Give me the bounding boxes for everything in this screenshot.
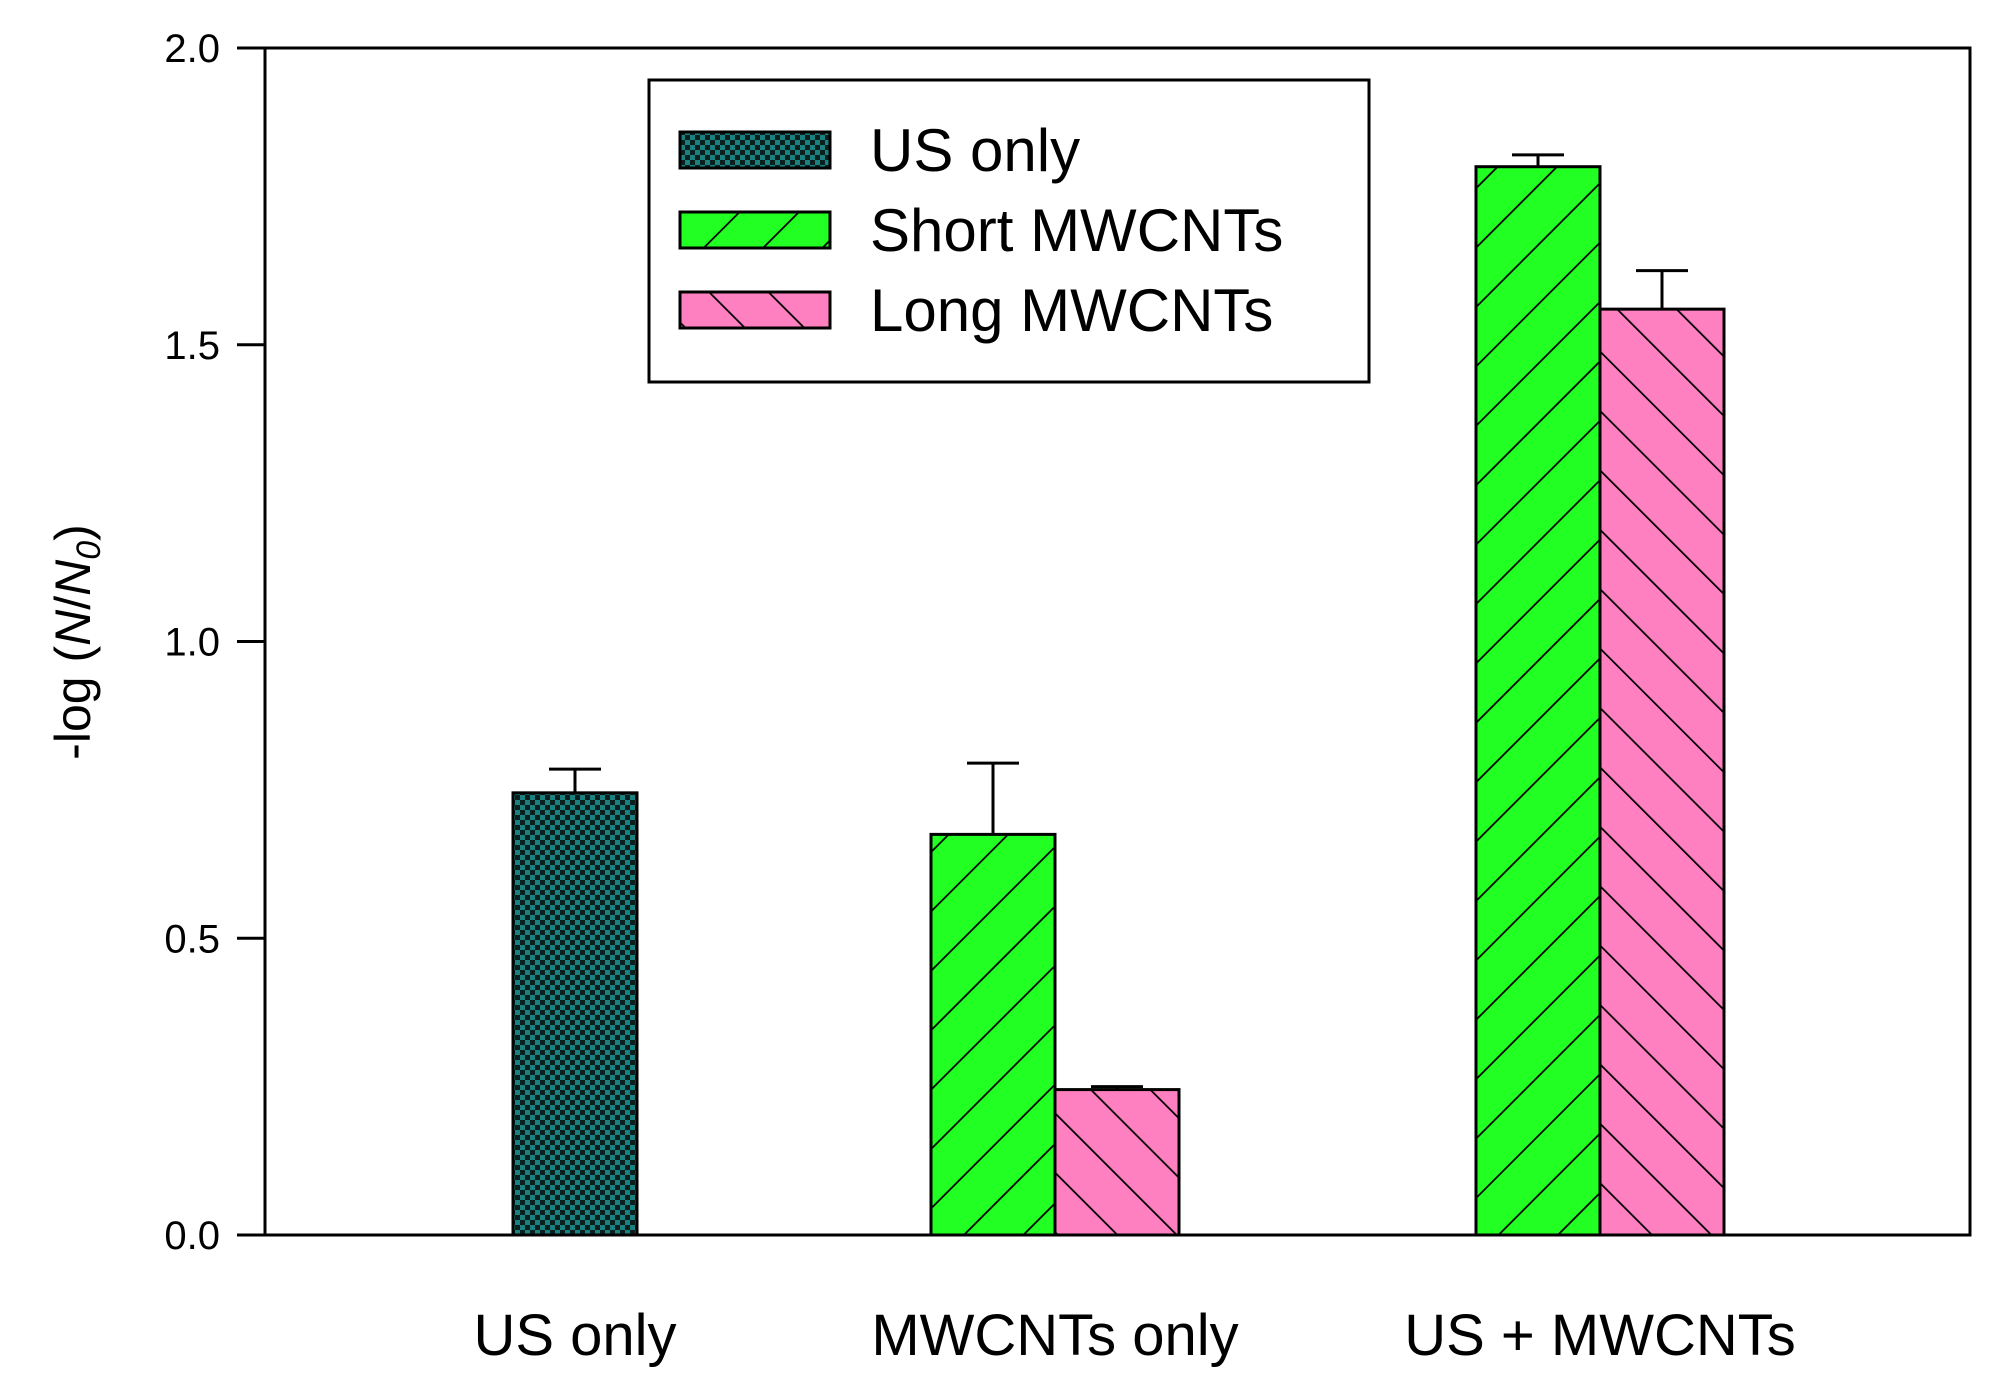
y-axis: 0.0 0.5 1.0 1.5 2.0 <box>164 27 265 1258</box>
y-axis-title-subscript: 0 <box>70 541 108 560</box>
y-tick-label-4: 2.0 <box>164 27 220 71</box>
category-label-0: US only <box>473 1303 676 1368</box>
y-axis-title: -log (N/N0) <box>45 524 108 760</box>
category-label-2: US + MWCNTs <box>1404 1303 1796 1368</box>
legend-label-2: Long MWCNTs <box>870 277 1273 344</box>
legend-label-0: US only <box>870 117 1080 184</box>
legend-swatch-2 <box>678 290 832 330</box>
y-axis-title-n0: N <box>45 559 101 596</box>
y-axis-title-suffix: ) <box>45 524 101 541</box>
y-axis-title-n: N <box>45 609 101 646</box>
y-tick-label-1: 0.5 <box>164 917 220 961</box>
x-axis-labels: US only MWCNTs only US + MWCNTs <box>473 1303 1795 1368</box>
bars <box>511 153 1726 1237</box>
bar-2-1 <box>1474 165 1602 1237</box>
y-axis-title-slash: / <box>45 596 101 610</box>
bar-2-2 <box>1598 307 1726 1237</box>
category-label-1: MWCNTs only <box>871 1303 1238 1368</box>
bar-0-0 <box>511 791 639 1237</box>
legend-swatch-1 <box>678 210 832 250</box>
legend-label-1: Short MWCNTs <box>870 197 1283 264</box>
bar-1-1 <box>929 832 1057 1237</box>
y-tick-label-0: 0.0 <box>164 1214 220 1258</box>
legend-swatch-0 <box>678 130 832 170</box>
y-axis-title-prefix: -log ( <box>45 646 101 760</box>
y-tick-label-3: 1.5 <box>164 324 220 368</box>
bar-1-2 <box>1053 1088 1181 1237</box>
y-tick-label-2: 1.0 <box>164 621 220 665</box>
legend: US only Short MWCNTs Long MWCNTs <box>647 78 1371 384</box>
